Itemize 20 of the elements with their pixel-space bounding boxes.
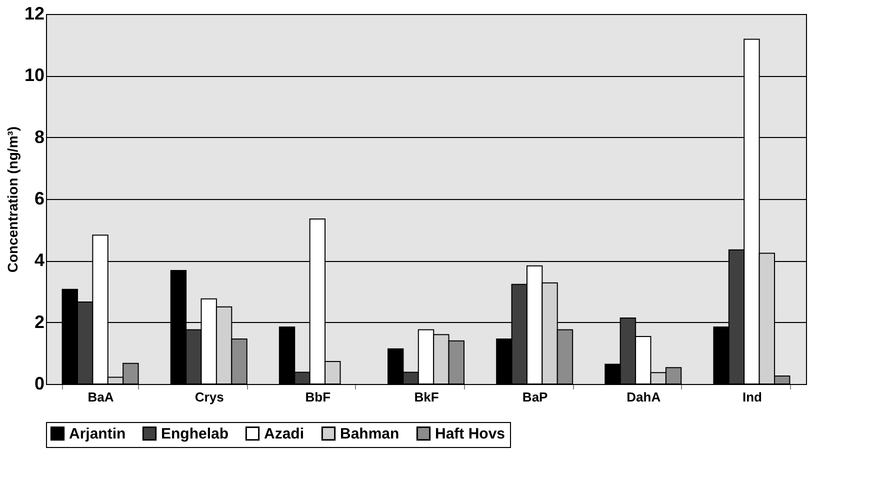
x-tick-label: Crys: [194, 390, 224, 404]
x-tick-label: BkF: [414, 390, 439, 404]
x-tick-label: BaP: [522, 390, 548, 404]
x-tick-label: DahA: [626, 390, 662, 404]
legend-label: Arjantin: [69, 426, 126, 443]
legend-label: Azadi: [264, 426, 304, 443]
legend-label: Bahman: [340, 426, 400, 443]
x-tick-label: BaA: [88, 390, 114, 404]
y-axis-title: Concentration (ng/m³): [4, 126, 20, 273]
y-tick-label: 2: [34, 312, 44, 332]
legend-label: Enghelab: [161, 426, 229, 443]
y-tick-label: 4: [34, 250, 44, 270]
x-tick-label: BbF: [305, 390, 331, 404]
y-tick-label: 0: [34, 374, 44, 394]
y-tick-label: 10: [24, 65, 44, 86]
x-tick-label: Ind: [742, 390, 762, 404]
y-tick-label: 6: [34, 188, 44, 208]
y-tick-label: 8: [34, 126, 44, 147]
y-tick-label: 12: [24, 4, 44, 24]
legend-label: Haft Hovs: [435, 426, 506, 443]
